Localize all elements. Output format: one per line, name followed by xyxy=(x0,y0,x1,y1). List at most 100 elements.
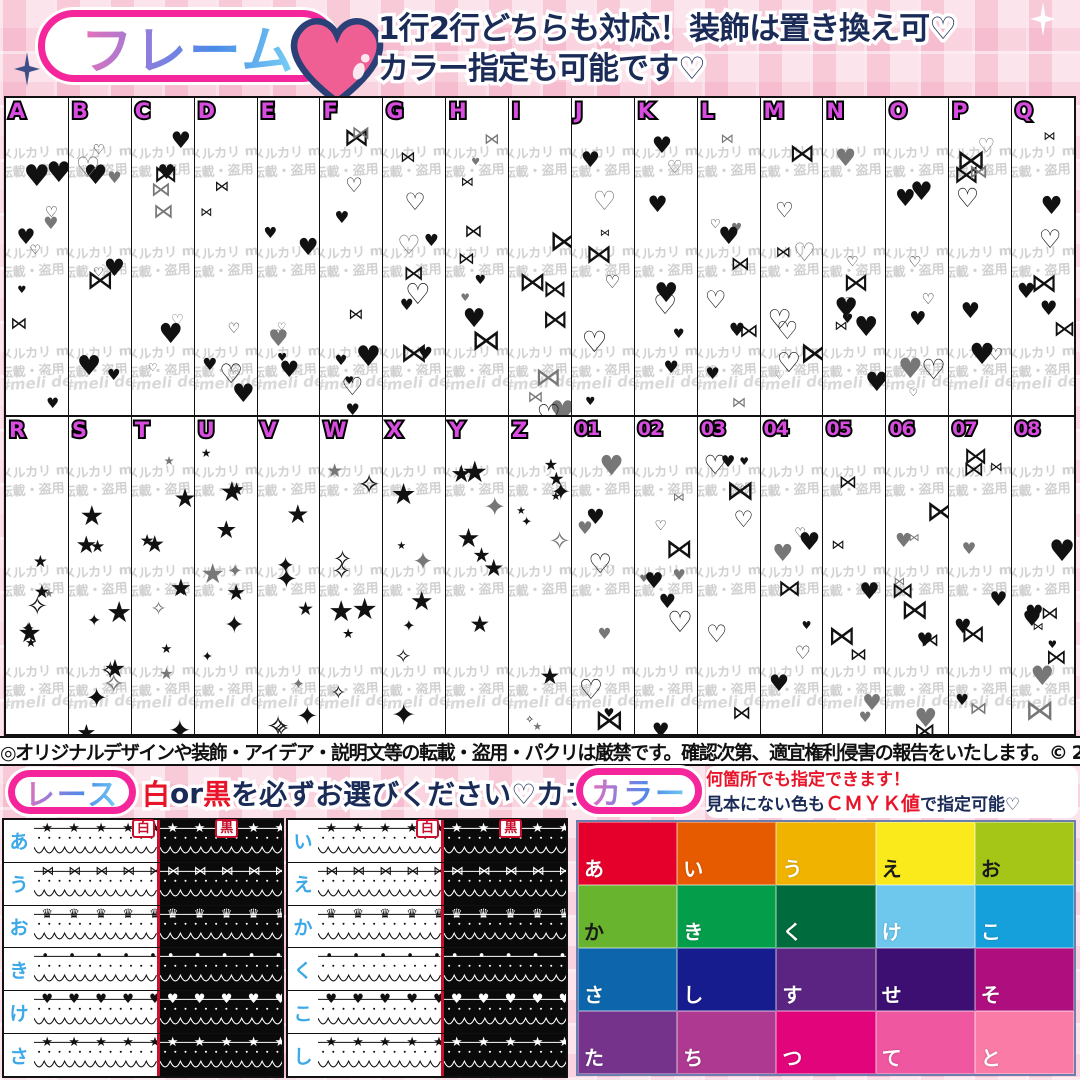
lace-swatch-black[interactable]: ★ ★ ★ ★ ★ xyxy=(440,1034,566,1076)
color-swatch-か[interactable]: か xyxy=(578,885,678,948)
lace-row-く[interactable]: く • • • • • • • • • • xyxy=(288,948,566,992)
color-swatch-う[interactable]: う xyxy=(776,822,876,885)
color-swatch-え[interactable]: え xyxy=(875,822,975,885)
lace-row-あ[interactable]: あ★★★★★★★★★★白黒 xyxy=(4,819,282,863)
lace-motif-icon: ⋈ xyxy=(122,863,136,879)
color-swatch-さ[interactable]: さ xyxy=(578,948,678,1011)
lace-motif-icon: ★ xyxy=(325,821,337,836)
color-swatch-こ[interactable]: こ xyxy=(974,885,1074,948)
lace-swatch-black[interactable]: ★ ★ ★ ★ ★ xyxy=(156,1034,282,1076)
frame-ornament-icon: ⋈ xyxy=(343,123,370,154)
lace-motif-icon: ⋈ xyxy=(95,863,109,879)
frame-ornament-icon: ★ xyxy=(103,654,127,684)
lace-swatch-black[interactable]: • • • • • xyxy=(440,948,566,991)
lace-swatch-white[interactable]: ⋈ ⋈ ⋈ ⋈ ⋈ xyxy=(318,862,441,905)
frame-cell-label: 06 xyxy=(887,417,917,442)
lace-swatch-white[interactable]: ♛ ♛ ♛ ♛ ♛ xyxy=(318,905,441,948)
color-swatch-つ[interactable]: つ xyxy=(776,1011,876,1074)
color-swatch-あ[interactable]: あ xyxy=(578,822,678,885)
lace-row-え[interactable]: え ⋈ ⋈ ⋈ ⋈ ⋈ ⋈ ⋈ ⋈ ⋈ ⋈ xyxy=(288,862,566,906)
lace-swatch-white[interactable]: ★ ★ ★ ★ ★ xyxy=(318,1034,441,1076)
lace-motif-icon: ♛ xyxy=(531,906,544,922)
color-swatch-ち[interactable]: ち xyxy=(677,1011,777,1074)
color-swatch-label: き xyxy=(683,920,704,944)
color-swatch-け[interactable]: け xyxy=(875,885,975,948)
frame-cell-label: S xyxy=(70,417,89,444)
lace-swatch-black[interactable]: ⋈ ⋈ ⋈ ⋈ ⋈ xyxy=(440,862,566,905)
lace-row-い[interactable]: い★★★★★★★★★★白黒 xyxy=(288,819,566,863)
lace-swatch-white[interactable]: • • • • • xyxy=(34,948,157,991)
color-swatch-く[interactable]: く xyxy=(776,885,876,948)
lace-swatch-black[interactable]: ♛ ♛ ♛ ♛ ♛ xyxy=(156,905,282,948)
lace-swatch-white[interactable]: ★ ★ ★ ★ ★ xyxy=(34,1034,157,1076)
lace-swatch-black[interactable]: ♛ ♛ ♛ ♛ ♛ xyxy=(440,905,566,948)
lace-row-か[interactable]: か ♛ ♛ ♛ ♛ ♛ ♛ ♛ ♛ ♛ ♛ xyxy=(288,905,566,949)
lace-row-き[interactable]: き • • • • • • • • • • xyxy=(4,948,282,992)
lace-swatch-white[interactable]: • • • • • xyxy=(318,948,441,991)
lace-swatch-black[interactable]: • • • • • xyxy=(156,948,282,991)
lace-swatch-black[interactable]: ♥ ♥ ♥ ♥ ♥ xyxy=(440,991,566,1034)
color-swatch-そ[interactable]: そ xyxy=(974,948,1074,1011)
color-swatch-お[interactable]: お xyxy=(974,822,1074,885)
lace-swatch-white[interactable]: ♥ ♥ ♥ ♥ ♥ xyxy=(34,991,157,1034)
lace-row-こ[interactable]: こ ♥ ♥ ♥ ♥ ♥ ♥ ♥ ♥ ♥ ♥ xyxy=(288,991,566,1035)
color-swatch-た[interactable]: た xyxy=(578,1011,678,1074)
lace-motif-icon: ♥ xyxy=(325,992,337,1008)
color-swatch-と[interactable]: と xyxy=(974,1011,1074,1074)
lace-swatch-white[interactable]: ♥ ♥ ♥ ♥ ♥ xyxy=(318,991,441,1034)
lace-row-お[interactable]: お ♛ ♛ ♛ ♛ ♛ ♛ ♛ ♛ ♛ ♛ xyxy=(4,905,282,949)
color-swatch-て[interactable]: て xyxy=(875,1011,975,1074)
frame-ornament-icon: ♡ xyxy=(706,620,728,649)
lace-row-け[interactable]: け ♥ ♥ ♥ ♥ ♥ ♥ ♥ ♥ ♥ ♥ xyxy=(4,991,282,1035)
color-swatch-し[interactable]: し xyxy=(677,948,777,1011)
lace-swatch-white[interactable]: ⋈ ⋈ ⋈ ⋈ ⋈ xyxy=(34,862,157,905)
lace-swatch-black[interactable]: ♥ ♥ ♥ ♥ ♥ xyxy=(156,991,282,1034)
lace-row-さ[interactable]: さ ★ ★ ★ ★ ★ ★ ★ ★ ★ ★ xyxy=(4,1034,282,1076)
lace-row-し[interactable]: し ★ ★ ★ ★ ★ ★ ★ ★ ★ ★ xyxy=(288,1034,566,1076)
frame-ornament-icon: ♥ xyxy=(297,233,319,262)
color-swatch-い[interactable]: い xyxy=(677,822,777,885)
color-swatch-せ[interactable]: せ xyxy=(875,948,975,1011)
color-swatch-き[interactable]: き xyxy=(677,885,777,948)
frame-ornament-icon: ♥ xyxy=(16,225,36,251)
lace-swatch-white[interactable]: ♛ ♛ ♛ ♛ ♛ xyxy=(34,905,157,948)
lace-row-う[interactable]: う ⋈ ⋈ ⋈ ⋈ ⋈ ⋈ ⋈ ⋈ ⋈ ⋈ xyxy=(4,862,282,906)
color-swatch-す[interactable]: す xyxy=(776,948,876,1011)
lace-swatch-black[interactable]: ⋈ ⋈ ⋈ ⋈ ⋈ xyxy=(156,862,282,905)
frame-ornament-icon: ♥ xyxy=(580,148,601,174)
